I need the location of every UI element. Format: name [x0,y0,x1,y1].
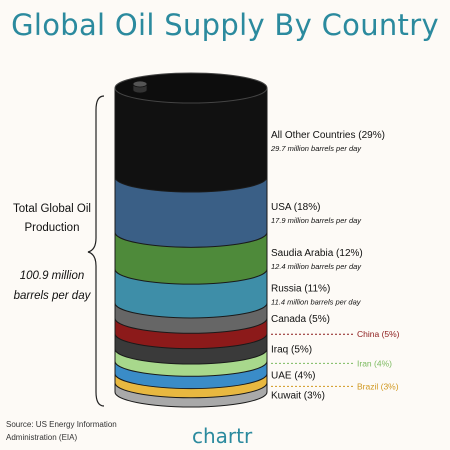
cylinder-bands [114,87,268,408]
cylinder-top-cap [114,72,268,104]
cap-plug-top [132,80,148,88]
band-usa [114,176,268,248]
chart-title: Global Oil Supply By Country [11,8,439,42]
total-value-line1: 100.9 million [20,270,85,282]
band-all-other-countries [114,87,268,193]
cylinder-top [114,72,268,104]
source-line2: Administration (EIA) [6,433,78,442]
label-usa: USA (18%) [271,202,320,213]
label-russia: Russia (11%) [271,283,330,294]
source-line1: Source: US Energy Information [6,420,117,429]
total-brace [87,95,105,407]
sublabel-saudia-arabia: 12.4 million barrels per day [271,262,362,271]
label-iraq: Iraq (5%) [271,345,312,356]
label-uae: UAE (4%) [271,371,315,382]
total-value-line2: barrels per day [14,290,92,302]
label-saudia-arabia: Saudia Arabia (12%) [271,248,363,259]
total-label-line2: Production [25,222,80,234]
label-iran: Iran (4%) [357,358,392,368]
label-china: China (5%) [357,329,400,339]
label-kuwait: Kuwait (3%) [271,391,325,402]
label-brazil: Brazil (3%) [357,381,399,391]
sublabel-russia: 11.4 million barrels per day [271,297,362,306]
label-all-other-countries: All Other Countries (29%) [271,130,385,141]
label-canada: Canada (5%) [271,314,330,325]
series-labels: All Other Countries (29%) 29.7 million ba… [270,130,400,402]
sublabel-all-other-countries: 29.7 million barrels per day [270,144,362,153]
source-note: Source: US Energy Information Administra… [6,418,166,444]
total-label-line1: Total Global Oil [13,203,91,215]
brand-logo: chartr [192,424,253,448]
sublabel-usa: 17.9 million barrels per day [271,216,362,225]
